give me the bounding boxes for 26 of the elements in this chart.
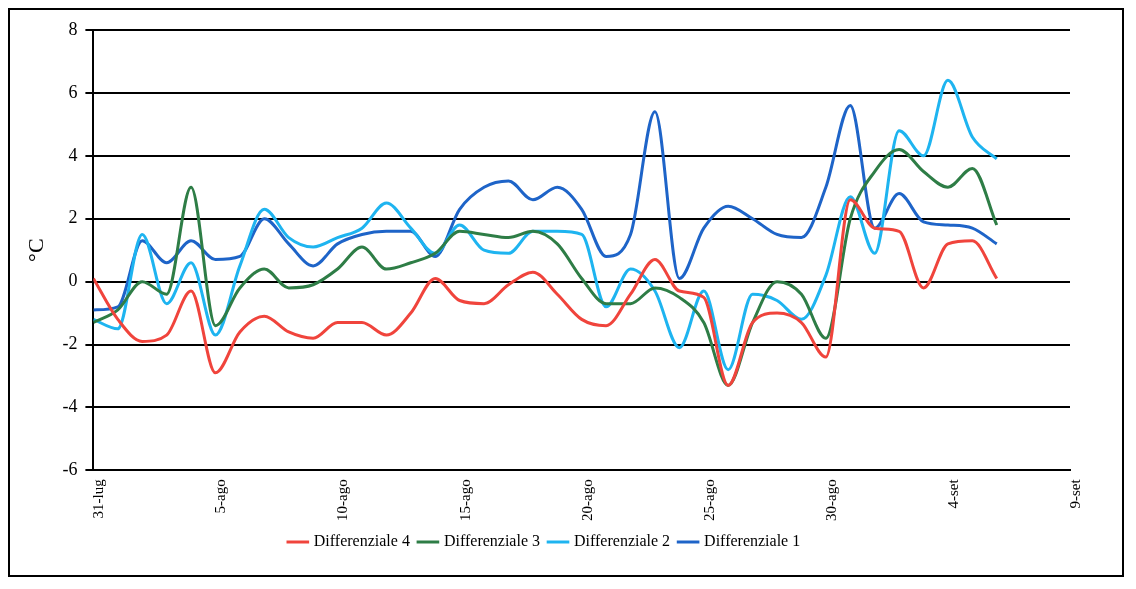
- y-tick-label: -4: [62, 396, 78, 417]
- legend-label: Differenziale 4: [313, 532, 410, 550]
- x-tick-label: 25-ago: [700, 479, 717, 521]
- x-tick-label: 4-set: [944, 478, 961, 509]
- y-tick-label: 2: [68, 207, 78, 228]
- legend-label: Differenziale 1: [704, 532, 801, 550]
- y-tick-label: -6: [62, 459, 78, 480]
- y-tick-label: 4: [68, 144, 78, 165]
- line-series: [93, 78, 999, 372]
- legend-label: Differenziale 2: [574, 532, 671, 550]
- y-axis-title: °C: [22, 238, 48, 262]
- y-tick-label: 6: [68, 81, 78, 102]
- x-tick-label: 5-ago: [212, 479, 229, 514]
- x-tick-label: 31-lug: [90, 478, 107, 519]
- line-series: [93, 103, 999, 312]
- line-series: [93, 148, 999, 387]
- x-tick-label: 10-ago: [334, 479, 351, 521]
- x-tick-label: 20-ago: [578, 479, 595, 521]
- y-tick-label: 8: [68, 18, 78, 39]
- legend-label: Differenziale 3: [443, 532, 540, 550]
- y-tick-label: -2: [62, 333, 78, 354]
- x-tick-label: 30-ago: [822, 479, 839, 521]
- y-tick-label: 0: [68, 270, 78, 291]
- x-tick-label: 9-set: [1066, 478, 1083, 509]
- line-series: [93, 198, 999, 387]
- x-tick-label: 15-ago: [456, 479, 473, 521]
